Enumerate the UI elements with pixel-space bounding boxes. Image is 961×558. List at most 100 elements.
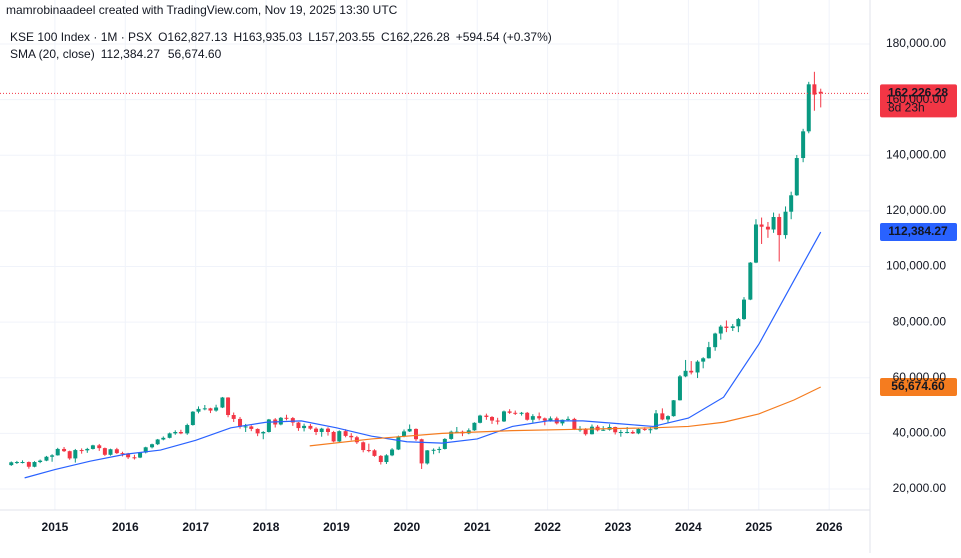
legend-indicator-value: 56,674.60: [168, 47, 222, 61]
legend-indicator-value: 112,384.27: [101, 47, 160, 61]
x-tick-label: 2015: [42, 520, 69, 534]
axis-tag: [880, 223, 957, 242]
candle-body: [185, 425, 190, 434]
candle-body: [560, 419, 565, 424]
candle-body: [390, 449, 395, 456]
grid: [0, 0, 870, 510]
candle-body: [161, 437, 166, 440]
candle-body: [613, 426, 618, 433]
candle-body: [220, 397, 225, 408]
y-tick-label: 40,000.00: [893, 426, 947, 440]
countdown: 8d 23h: [888, 101, 925, 115]
candle-body: [759, 224, 764, 227]
candle-body: [208, 408, 213, 411]
candle-body: [50, 455, 55, 457]
candle-body: [425, 450, 430, 464]
candle-body: [266, 419, 271, 432]
candle-body: [742, 299, 747, 320]
candle-body: [718, 326, 723, 334]
candle-body: [44, 456, 49, 461]
legend-change: +594.54 (+0.37%): [456, 30, 552, 44]
candle-body: [472, 422, 477, 431]
candle-body: [753, 224, 758, 263]
x-tick-label: 2019: [323, 520, 350, 534]
legend-value: 162,226.28: [390, 30, 450, 44]
candle-body: [431, 449, 436, 451]
candle-body: [495, 420, 500, 422]
candle-body: [794, 158, 799, 196]
y-tick-label: 100,000.00: [886, 259, 946, 273]
candle-body: [155, 439, 160, 445]
candle-body: [190, 411, 195, 426]
candle-body: [331, 431, 336, 442]
candle-body: [806, 84, 811, 132]
candle-body: [167, 433, 172, 438]
legend-key: O: [158, 30, 167, 44]
y-tick-label: 140,000.00: [886, 147, 946, 161]
candle-body: [132, 457, 137, 459]
candle-body: [173, 431, 178, 434]
x-tick-label: 2022: [534, 520, 561, 534]
candle-body: [290, 418, 295, 423]
candle-body: [326, 428, 331, 432]
candle-body: [261, 431, 266, 434]
candle-body: [671, 400, 676, 417]
candle-body: [138, 452, 143, 458]
candle-body: [736, 319, 741, 327]
candle-body: [548, 418, 553, 421]
y-tick-label: 160,000.00: [886, 92, 946, 106]
candle-body: [765, 226, 770, 230]
candle-body: [14, 462, 19, 464]
candle-body: [296, 422, 301, 429]
candle-body: [238, 418, 243, 427]
x-tick-label: 2023: [605, 520, 632, 534]
legend-key: C: [381, 30, 390, 44]
candle-body: [442, 438, 447, 449]
candle-body: [507, 411, 512, 413]
attribution: mamrobinaadeel created with TradingView.…: [6, 3, 398, 17]
candle-body: [32, 462, 37, 467]
legend: KSE 100 Index · 1M · PSX SMA (20, close)…: [10, 30, 552, 61]
plot: [0, 71, 870, 479]
candle-body: [713, 333, 718, 348]
candle-body: [302, 425, 307, 429]
axis-tag: [880, 377, 957, 396]
candle-body: [618, 431, 623, 433]
y-tick-label: 60,000.00: [893, 370, 947, 384]
candle-body: [255, 428, 260, 434]
candle-body: [314, 428, 319, 432]
candle-body: [85, 448, 90, 451]
candle-body: [102, 448, 107, 455]
candle-body: [79, 450, 84, 452]
legend-value: 157,203.55: [315, 30, 375, 44]
candle-body: [583, 429, 588, 435]
candle-body: [437, 448, 442, 450]
candle-body: [648, 429, 653, 431]
candle-body: [525, 412, 530, 420]
candle-body: [308, 425, 313, 429]
axis-tag-label: 56,674.60: [891, 379, 945, 393]
candle-body: [249, 426, 254, 429]
candle-body: [366, 450, 371, 452]
candle-body: [108, 449, 113, 455]
candle-body: [478, 415, 483, 423]
candle-body: [789, 195, 794, 212]
y-tick-label: 120,000.00: [886, 203, 946, 217]
candle-body: [384, 455, 389, 463]
candle-body: [695, 361, 700, 373]
candle-body: [226, 397, 231, 416]
legend-value: 163,935.03: [242, 30, 302, 44]
y-tick-label: 180,000.00: [886, 36, 946, 50]
candle-body: [243, 426, 248, 428]
candle-body: [178, 431, 183, 434]
axis-tag-label: 112,384.27: [888, 224, 948, 238]
candle-body: [783, 211, 788, 236]
x-tick-label: 2018: [253, 520, 280, 534]
candle-body: [501, 411, 506, 422]
candle-body: [771, 216, 776, 230]
candle-body: [636, 428, 641, 434]
candle-body: [654, 413, 659, 430]
candle-body: [202, 408, 207, 410]
x-tick-label: 2017: [182, 520, 209, 534]
